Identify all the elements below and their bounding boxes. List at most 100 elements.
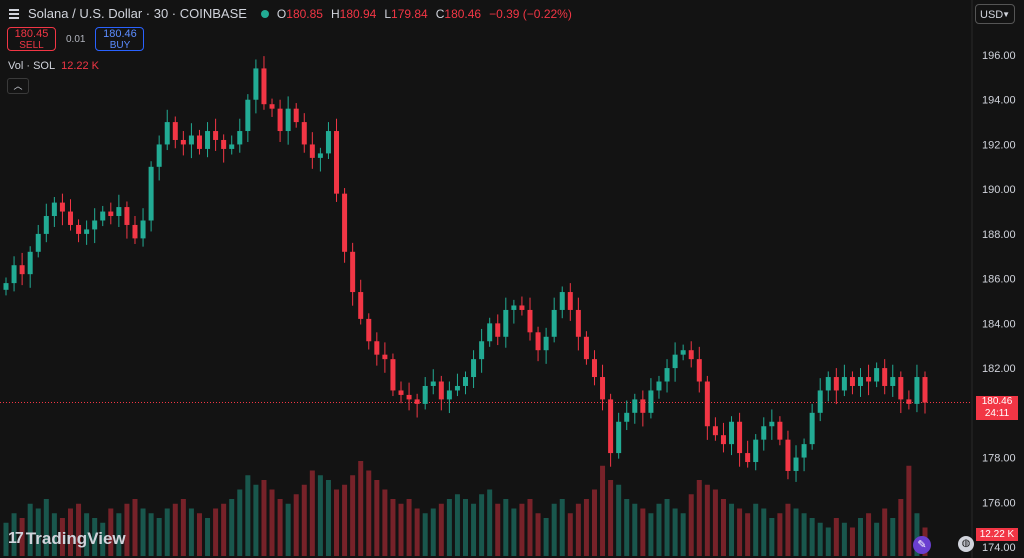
candle-body: [720, 435, 726, 445]
volume-bar: [632, 503, 638, 556]
candle-body: [398, 390, 404, 395]
volume-bar: [51, 513, 57, 556]
volume-bar: [914, 513, 920, 556]
volume-bar: [527, 499, 533, 556]
volume-bar: [172, 503, 178, 556]
candle-body: [825, 377, 831, 391]
buy-button[interactable]: 180.46 BUY: [95, 27, 145, 51]
candle-body: [156, 144, 162, 167]
candle-body: [817, 390, 823, 413]
volume-bar: [704, 484, 710, 556]
candle-body: [438, 381, 444, 400]
volume-bar: [156, 518, 162, 556]
candle-body: [309, 144, 315, 158]
volume-bar: [745, 513, 751, 556]
candle-body: [866, 377, 872, 382]
volume-bar: [575, 503, 581, 556]
candle-body: [164, 122, 170, 145]
candle-body: [704, 381, 710, 427]
candle-body: [898, 377, 904, 400]
candle-body: [245, 99, 251, 132]
ohlc-high: H180.94: [330, 6, 377, 21]
volume-bar: [882, 508, 888, 556]
volume-bar: [463, 499, 468, 556]
volume-bar: [342, 484, 348, 556]
volume-bar: [874, 522, 880, 556]
candle-body: [422, 385, 428, 404]
candle-body: [551, 309, 557, 337]
y-tick-label: 194.00: [982, 95, 1016, 107]
tradingview-logo[interactable]: 17 TradingView: [8, 529, 126, 548]
volume-bar: [325, 480, 331, 556]
volume-bar: [519, 503, 525, 556]
volume-bar: [67, 508, 73, 556]
candle-body: [688, 350, 694, 360]
candle-body: [285, 108, 291, 132]
volume-bar: [817, 522, 823, 556]
candle-body: [84, 229, 90, 234]
volume-bar: [737, 508, 743, 556]
volume-bar: [140, 508, 146, 556]
candle-body: [140, 220, 146, 239]
volume-bar: [422, 513, 428, 556]
volume-bar: [350, 475, 356, 556]
volume-bar: [583, 499, 589, 556]
y-tick-label: 196.00: [982, 50, 1016, 62]
volume-bar: [59, 518, 65, 556]
volume-bar: [656, 503, 662, 556]
volume-bar: [591, 489, 597, 556]
candle-body: [229, 144, 235, 149]
candle-body: [575, 309, 581, 337]
volume-bar: [511, 508, 517, 556]
volume-bar: [688, 494, 694, 556]
chevron-down-icon: ▼: [1002, 10, 1010, 19]
drawing-tool-icon[interactable]: ✎: [913, 536, 931, 554]
y-tick-label: 190.00: [982, 184, 1016, 196]
candle-body: [293, 108, 299, 123]
volume-bar: [608, 480, 614, 556]
candle-body: [648, 390, 654, 413]
symbol-icon[interactable]: [8, 8, 20, 20]
volume-bar: [664, 499, 670, 556]
candle-body: [124, 207, 130, 225]
volume-bar: [382, 489, 388, 556]
candle-body: [753, 439, 759, 463]
volume-bar: [180, 499, 186, 556]
currency-select[interactable]: USD ▼: [975, 4, 1015, 24]
sell-button[interactable]: 180.45 SELL: [7, 27, 56, 51]
candle-body: [503, 309, 509, 337]
candle-body: [471, 359, 477, 378]
candle-body: [696, 359, 702, 382]
volume-bar: [616, 484, 622, 556]
candle-body: [317, 153, 323, 158]
volume-bar: [801, 513, 807, 556]
y-tick-label: 174.00: [982, 542, 1016, 554]
candle-body: [559, 292, 565, 310]
volume-bar: [374, 480, 380, 556]
candle-body: [463, 377, 468, 386]
candle-body: [487, 323, 493, 342]
globe-icon[interactable]: ◍: [958, 536, 974, 552]
volume-bar: [237, 489, 243, 556]
volume-bar: [414, 508, 420, 556]
volume-bar: [366, 470, 372, 556]
collapse-icon[interactable]: ︿: [7, 78, 29, 94]
candle-body: [213, 131, 219, 140]
volume-bar: [898, 499, 904, 556]
candle-body: [801, 444, 807, 458]
volume-bar: [551, 503, 557, 556]
candle-body: [600, 377, 606, 400]
volume-bar: [729, 503, 735, 556]
volume-bar: [398, 503, 404, 556]
volume-bar: [785, 503, 791, 556]
volume-bar: [76, 503, 82, 556]
volume-bar: [406, 499, 412, 556]
candle-body: [406, 394, 412, 400]
candle-body: [342, 193, 348, 252]
candle-body: [527, 309, 533, 333]
volume-bar: [720, 499, 726, 556]
candle-body: [43, 216, 49, 234]
symbol-title[interactable]: Solana / U.S. Dollar · 30 · COINBASE: [28, 6, 247, 21]
candle-body: [567, 292, 573, 310]
